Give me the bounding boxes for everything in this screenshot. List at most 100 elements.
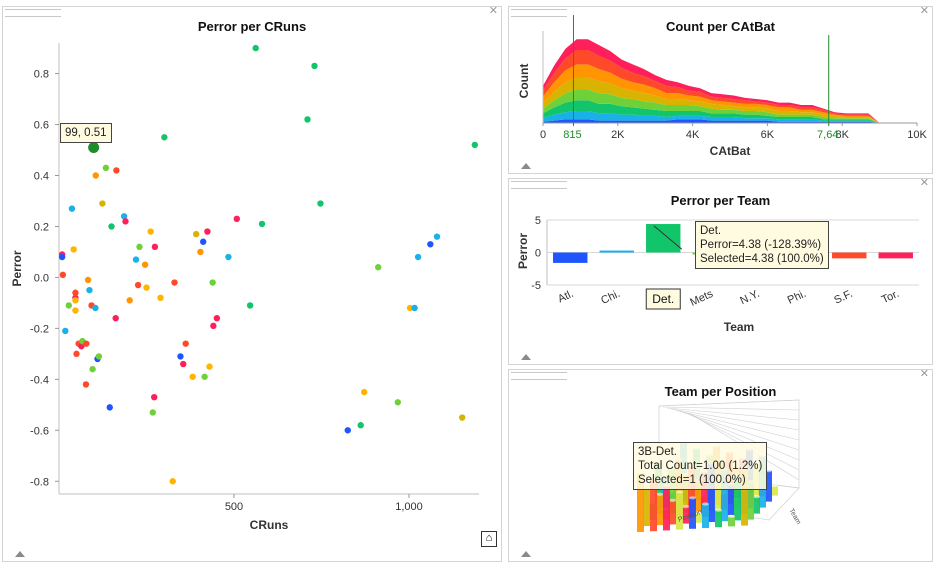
scatter-point [58,253,66,261]
bar3d-column [668,468,675,514]
x-tick-label: Phi. [786,288,808,307]
bar3d-column [669,500,676,525]
bar3d-column [765,470,772,502]
close-icon[interactable]: ✕ [488,5,498,17]
bar3d-column [741,466,748,526]
panel-collapse-icon[interactable] [15,551,25,557]
scatter-point [70,246,77,253]
scatter-point [171,279,178,286]
scatter-point [92,304,99,312]
scatter-point [132,256,140,263]
scatter-point [78,343,85,350]
scatter-point [304,116,311,123]
y-tick-label: -0.4 [30,374,49,386]
close-icon[interactable]: ✕ [919,368,929,380]
x-tick-label: 500 [225,501,243,513]
scatter-point [189,373,196,380]
bar-panel: ✕ Perror per Team 5 0 -5 Atl. Chi. Det. Mets N.… [508,178,933,365]
y-axis-title: Count [517,64,531,99]
scatter-point [59,271,67,279]
grid-line [674,409,800,441]
scatter-point [82,381,90,388]
area-chart[interactable]: 0 2K 4K 6K 8K 10K 815 7,64 CAtBat Count [509,7,932,173]
panel-collapse-icon[interactable] [521,551,531,557]
panel-drag-grip[interactable] [5,9,61,17]
bar-chart[interactable]: 5 0 -5 Atl. Chi. Det. Mets N.Y. Phi. S.F. Tor. Team… [509,179,932,364]
scatter-chart[interactable]: 0.8 0.6 0.4 0.2 0.0 -0.2 -0.4 -0.6 -0.8 500 1,000 C… [3,7,501,561]
close-icon[interactable]: ✕ [919,5,929,17]
scatter-point [113,167,120,174]
close-icon[interactable]: ✕ [919,177,929,189]
scatter-point [433,233,441,240]
scatter-point [344,427,351,434]
bar3d-column [688,465,695,518]
x-axis-title: CAtBat [710,144,751,158]
y-tick-label: 0.6 [34,120,49,132]
panel-collapse-icon[interactable] [521,163,531,169]
bar3d-title: Team per Position [664,384,777,399]
bar-title: Perror per Team [670,193,771,208]
scatter-point [72,297,79,304]
scatter-point [134,281,142,289]
panel-drag-grip[interactable] [511,181,567,189]
scatter-point [459,414,466,421]
home-icon[interactable]: ⌂ [481,531,497,547]
bar3d-column [714,478,721,516]
y-tick-label: 0 [535,248,541,260]
grid-line [678,410,800,451]
highlighted-point [88,141,100,153]
scatter-tooltip: 99, 0.51 [60,123,112,143]
x-tick-label: 10K [907,129,927,141]
bar3d-column [689,497,696,529]
area-panel: ✕ Count per CAtBat 0 2K 4K 6K 8K 10K 815 7,64 CA… [508,6,933,174]
bar3d-column-top [656,492,663,496]
scatter-point [157,294,164,302]
marker-label: 815 [563,129,581,141]
y-tick-label: -0.6 [30,425,49,437]
bar [646,224,681,253]
scatter-point [169,478,176,485]
grid-line [686,412,800,471]
panel-collapse-icon[interactable] [521,354,531,360]
x-tick-label: N.Y. [738,288,761,307]
tooltip-pointer [653,225,683,250]
panel-drag-grip[interactable] [511,372,567,380]
scatter-point [108,223,115,230]
bar3d-column [708,463,715,522]
bar3d-column-top [715,508,722,512]
scatter-point [73,350,80,358]
scatter-point [120,213,128,220]
x-axis-title: CRuns [250,518,289,532]
scatter-point [99,200,106,207]
y-tick-label: 0.2 [34,221,49,233]
bar3d-tooltip-line: Selected=1 (100.0%) [638,474,746,486]
scatter-panel: ✕ Perror per CRuns 0.8 0.6 0.4 0.2 0.0 -0.2 -0… [2,6,502,562]
grid-line [662,406,800,411]
scatter-point [200,238,207,245]
scatter-point [233,215,240,223]
y-tick-label: -5 [531,280,541,292]
bar3d-column [727,484,734,516]
bar3d-panel: ✕ Team per Position Position Team 3B-Det.… [508,369,933,562]
area-series [543,119,880,123]
scatter-point [126,297,133,304]
bar3d-column [747,481,754,520]
scatter-point [414,253,422,261]
bar3d-tooltip-line: Total Count=1.00 (1.2%) [638,460,763,472]
bar3d-column-top [771,484,778,488]
axis-label: Team [787,508,802,526]
scatter-point [95,353,103,360]
scatter-point [83,340,90,347]
x-tick-label: Tor. [880,288,901,306]
bar-tooltip: Det. Perror=4.38 (-128.39%) Selected=4.3… [695,221,829,269]
panel-drag-grip[interactable] [511,9,567,17]
bar3d-column [753,496,760,514]
bar3d-column-top [682,505,689,509]
scatter-point [84,276,92,284]
bar3d-column-top [695,511,702,515]
grid-line [670,408,800,431]
scatter-point [182,340,189,347]
x-axis-title: Team [724,320,754,334]
scatter-point [180,360,187,368]
bar3d-column [695,512,702,523]
